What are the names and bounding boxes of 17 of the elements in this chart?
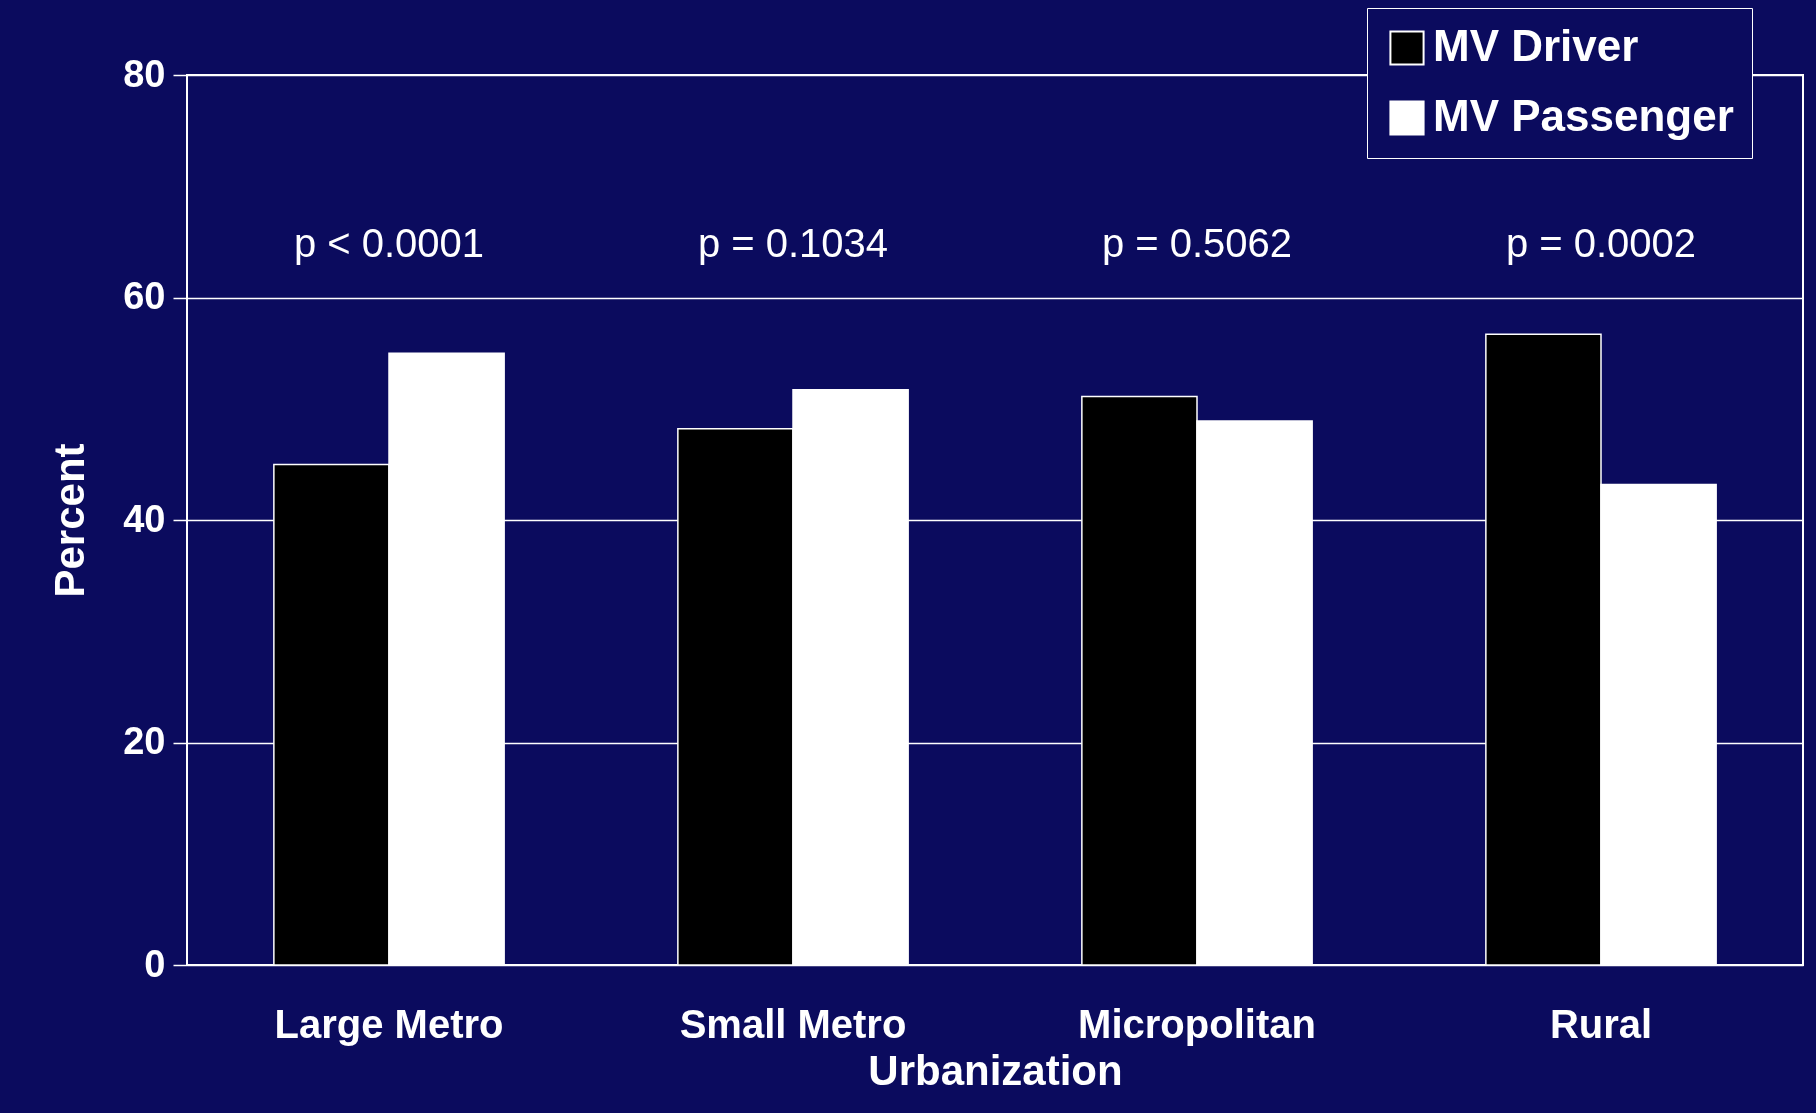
annotation: p < 0.0001: [293, 221, 485, 265]
legend-label: MV Passenger: [1433, 91, 1734, 140]
annotation: p = 0.5062: [1101, 221, 1293, 265]
y-tick-label: 40: [123, 497, 166, 540]
y-axis-title: Percent: [46, 443, 94, 598]
x-tick-label: Large Metro: [274, 1001, 504, 1046]
y-tick-label: 0: [144, 942, 166, 985]
x-tick-label: Micropolitan: [1078, 1001, 1316, 1046]
y-tick-label: 80: [123, 52, 166, 95]
y-tick-label: 20: [123, 720, 166, 762]
x-tick-label: Small Metro: [679, 1001, 907, 1046]
legend-label: MV Driver: [1433, 21, 1639, 70]
x-axis-title: Urbanization: [868, 1046, 1123, 1094]
y-tick-label: 60: [123, 275, 166, 317]
annotation: p = 0.1034: [697, 221, 889, 265]
annotation: p = 0.0002: [1505, 221, 1697, 265]
x-tick-label: Rural: [1549, 1001, 1653, 1046]
